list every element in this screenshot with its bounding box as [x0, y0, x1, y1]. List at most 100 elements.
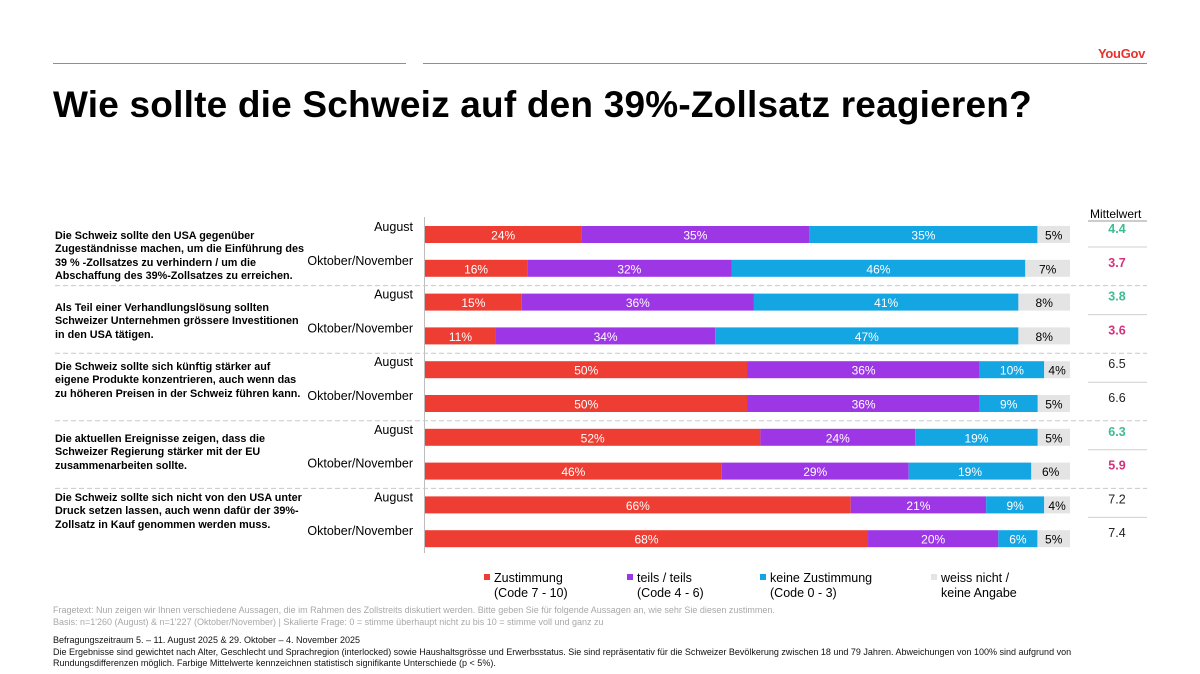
bar-data-label: 46% [866, 262, 890, 276]
bar-segment [1044, 361, 1070, 379]
mittelwert-value: 3.6 [1108, 323, 1125, 337]
bar-segment [425, 530, 869, 548]
legend-sublabel: (Code 7 - 10) [494, 586, 568, 600]
mittelwert-value: 7.4 [1108, 526, 1125, 540]
bar-segment [986, 496, 1045, 514]
legend-swatch [484, 574, 490, 580]
bar-segment [753, 293, 1019, 311]
bar-segment [425, 293, 522, 311]
bar-data-label: 34% [594, 330, 618, 344]
bar-data-label: 19% [964, 431, 988, 445]
bar-segment [1037, 395, 1070, 412]
page-title: Wie sollte die Schweiz auf den 39%-Zolls… [53, 84, 1032, 125]
bar-segment [581, 226, 810, 243]
bar-data-label: 20% [921, 533, 945, 547]
bar-data-label: 36% [852, 364, 876, 378]
fragetext-line: Fragetext: Nun zeigen wir Ihnen verschie… [53, 605, 775, 615]
mittelwert-header: Mittelwert [1090, 207, 1142, 221]
legend-label: keine Zustimmung [770, 571, 873, 585]
footnote: Befragungszeitraum 5. – 11. August 2025 … [53, 635, 1148, 670]
legend-label: teils / teils [637, 571, 692, 585]
bar-data-label: 41% [874, 296, 898, 310]
category-label: Oktober/November [307, 254, 413, 268]
bar-data-label: 5% [1045, 229, 1063, 243]
bar-data-label: 52% [581, 431, 605, 445]
bar-data-label: 32% [617, 262, 641, 276]
bar-data-label: 19% [958, 465, 982, 479]
bar-segment [425, 361, 748, 379]
bar-data-label: 36% [626, 296, 650, 310]
bar-segment [1018, 293, 1070, 311]
legend-label: weiss nicht / [941, 571, 1010, 585]
bar-data-label: 5% [1045, 533, 1063, 547]
bar-data-label: 66% [626, 499, 650, 513]
mittelwert-value: 3.8 [1108, 290, 1125, 304]
mittelwert-value: 3.7 [1108, 256, 1125, 270]
legend-item-zustimmung: Zustimmung (Code 7 - 10) [484, 571, 568, 601]
bar-data-label: 29% [803, 465, 827, 479]
bar-data-label: 4% [1048, 499, 1066, 513]
bar-segment [1031, 462, 1070, 480]
brand-logo: YouGov [1098, 46, 1146, 61]
bar-data-label: 8% [1036, 330, 1054, 344]
legend-swatch [760, 574, 766, 580]
bar-data-label: 6% [1009, 533, 1027, 547]
category-label: August [374, 423, 413, 437]
statement-label: Die Schweiz sollte sich nicht von den US… [55, 492, 302, 531]
bar-data-label: 68% [634, 533, 658, 547]
bar-data-label: 7% [1039, 262, 1057, 276]
bar-data-label: 21% [906, 499, 930, 513]
legend-item-keine-zustimmung: keine Zustimmung (Code 0 - 3) [760, 571, 872, 601]
bar-segment [495, 327, 716, 345]
bar-data-label: 47% [855, 330, 879, 344]
statement-label: Die aktuellen Ereignisse zeigen, dass di… [55, 433, 266, 472]
bar-segment [425, 395, 748, 412]
bar-segment [850, 496, 987, 514]
bar-segment [425, 327, 496, 345]
statement-label: Die Schweiz sollte den USA gegenüber Zug… [55, 230, 304, 283]
legend-sublabel: (Code 0 - 3) [770, 586, 837, 600]
legend-sublabel: keine Angabe [941, 586, 1017, 600]
category-label: August [374, 288, 413, 302]
bar-data-label: 15% [461, 296, 485, 310]
legend-item-teils: teils / teils (Code 4 - 6) [627, 571, 704, 601]
bar-data-label: 5% [1045, 431, 1063, 445]
bar-segment [915, 428, 1038, 446]
mittelwert-value: 5.9 [1108, 459, 1125, 473]
bar-segment [1044, 496, 1070, 514]
bar-segment [998, 530, 1038, 548]
legend-swatch [931, 574, 937, 580]
bar-segment [425, 462, 722, 480]
bar-data-label: 9% [1007, 499, 1025, 513]
bar-segment [747, 361, 980, 379]
bar-data-label: 6% [1042, 465, 1060, 479]
bar-segment [760, 428, 916, 446]
category-label: August [374, 355, 413, 369]
bar-data-label: 50% [574, 364, 598, 378]
bar-segment [1037, 226, 1070, 243]
bar-segment [1018, 327, 1070, 345]
legend-label: Zustimmung [494, 571, 563, 585]
bar-segment [425, 226, 582, 243]
bar-segment [521, 293, 754, 311]
bar-segment [1037, 428, 1070, 446]
survey-period: Befragungszeitraum 5. – 11. August 2025 … [53, 635, 361, 645]
header-divider-right [423, 63, 1147, 64]
legend-item-weiss-nicht: weiss nicht / keine Angabe [931, 571, 1017, 601]
bar-segment [979, 395, 1038, 412]
bar-segment [747, 395, 980, 412]
category-label: August [374, 490, 413, 504]
bar-segment [868, 530, 999, 548]
mittelwert-value: 6.5 [1108, 357, 1125, 371]
bar-segment [425, 496, 851, 514]
bar-segment [908, 462, 1032, 480]
bar-data-label: 4% [1048, 364, 1066, 378]
bar-segment [527, 259, 732, 277]
bar-segment [1025, 259, 1070, 277]
bar-segment [425, 259, 528, 277]
category-label: Oktober/November [307, 457, 413, 471]
bar-data-label: 36% [852, 398, 876, 412]
bar-data-label: 5% [1045, 398, 1063, 412]
legend-sublabel: (Code 4 - 6) [637, 586, 704, 600]
